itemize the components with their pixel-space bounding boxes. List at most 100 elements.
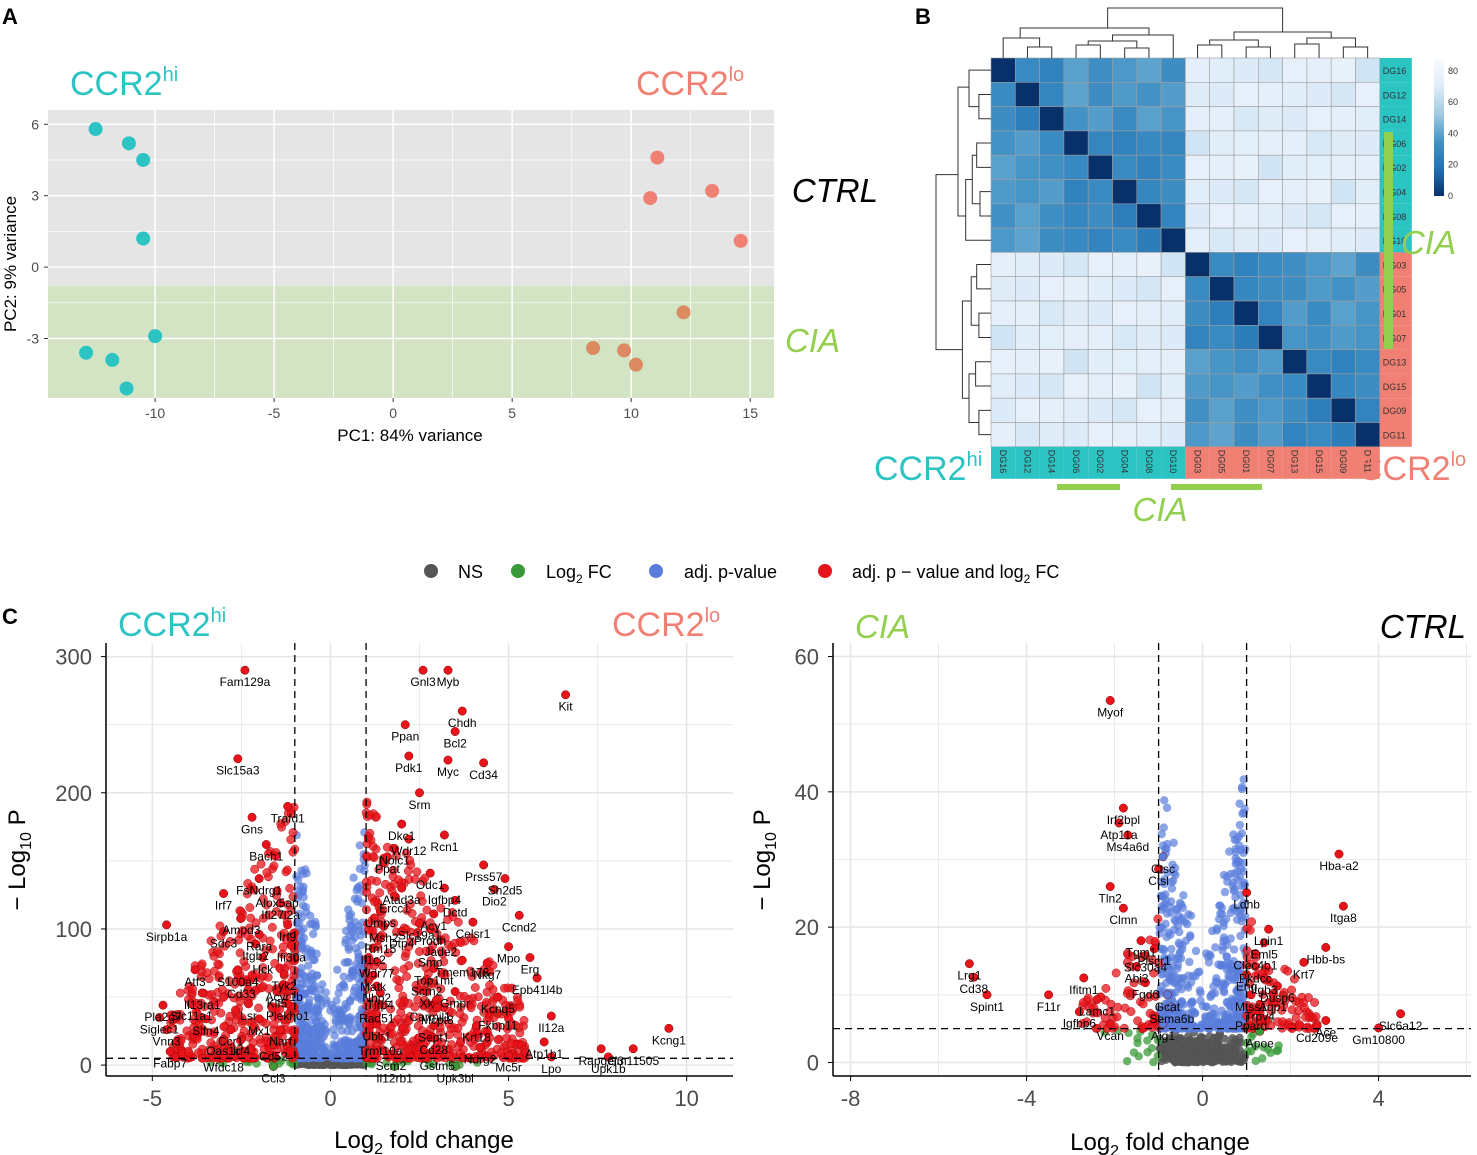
heatmap-cell xyxy=(1258,276,1283,302)
volcano-point-labelled xyxy=(219,1034,229,1044)
volcano-point-labelled xyxy=(397,819,407,829)
volcano-point-labelled xyxy=(268,1062,278,1071)
volcano-point-both xyxy=(206,1038,216,1048)
gene-label: Siglec1 xyxy=(140,1022,180,1036)
volcano-point-labelled xyxy=(254,1014,264,1024)
heatmap-cell xyxy=(1233,300,1259,326)
heatmap-cell xyxy=(1087,82,1113,107)
gene-label: Cd38 xyxy=(959,982,988,996)
heatmap-cell xyxy=(1306,106,1332,132)
volcano-point-both xyxy=(231,1005,240,1015)
volcano-point-labelled xyxy=(158,1000,168,1010)
heatmap-cell xyxy=(990,179,1016,205)
heatmap-cell xyxy=(1160,82,1186,107)
volcano-point-labelled xyxy=(450,895,460,905)
heatmap-cell xyxy=(1258,203,1283,229)
heatmap-cell xyxy=(1330,422,1356,448)
volcano-point-both xyxy=(372,812,381,822)
volcano-point-both xyxy=(363,832,373,842)
heatmap-cell xyxy=(1355,276,1381,302)
volcano-y-tick-label: 300 xyxy=(55,645,92,670)
volcano-point-ns xyxy=(1220,1034,1229,1043)
volcano-point-labelled xyxy=(190,965,200,975)
volcano-point-both xyxy=(254,1003,263,1013)
volcano-point-p xyxy=(1221,936,1230,945)
heatmap-cell xyxy=(1112,422,1138,448)
gene-label: Prss57 xyxy=(465,870,503,884)
volcano-point-both xyxy=(209,1027,219,1037)
heatmap-cell xyxy=(1039,252,1065,277)
volcano-point-p xyxy=(353,993,363,1002)
heatmap-cell xyxy=(1185,252,1211,277)
volcano-point-both xyxy=(437,1037,447,1047)
heatmap-cell xyxy=(1160,324,1186,350)
volcano-point-p xyxy=(315,985,325,995)
volcano-point-both xyxy=(466,966,475,976)
volcano-point-both xyxy=(395,1037,405,1047)
heatmap-cell xyxy=(1330,203,1356,229)
volcano-point-p xyxy=(1239,775,1248,784)
heatmap-cell xyxy=(1063,373,1089,399)
gene-label: Ampd3 xyxy=(222,923,260,937)
heatmap-col-label-bg xyxy=(1258,446,1283,479)
heatmap-cell xyxy=(1063,300,1089,326)
volcano-point-both xyxy=(279,928,289,938)
volcano-point-both xyxy=(499,983,509,993)
heatmap-cell xyxy=(1039,203,1065,229)
gene-label: Ifi27l2a xyxy=(261,908,300,922)
heatmap-cell xyxy=(1014,227,1040,253)
volcano-point-both xyxy=(289,1027,299,1037)
heatmap-row-label: DG09 xyxy=(1383,406,1407,416)
volcano-point-both xyxy=(246,913,256,923)
volcano-point-both xyxy=(404,961,414,971)
heatmap-cell xyxy=(1136,106,1162,132)
gene-label: Slfn4 xyxy=(192,1024,220,1038)
gene-label: Pdk1 xyxy=(395,761,423,775)
volcano-point-labelled xyxy=(429,909,439,919)
heatmap-cell xyxy=(1355,179,1381,205)
volcano-point-labelled xyxy=(233,965,243,975)
heatmap-cell xyxy=(1282,324,1308,350)
volcano-point-both xyxy=(175,988,185,998)
heatmap-cell xyxy=(1112,252,1138,277)
heatmap-cell xyxy=(1039,82,1065,107)
heatmap-cell xyxy=(1282,397,1308,423)
gene-label: Dctd xyxy=(443,905,468,919)
heatmap-cell xyxy=(1087,106,1113,132)
heatmap-cell xyxy=(1136,373,1162,399)
volcano-point-labelled xyxy=(219,927,229,937)
volcano-point-fc xyxy=(1259,1043,1268,1052)
volcano-point-fc xyxy=(1251,1056,1260,1066)
heatmap-cell xyxy=(1258,154,1283,180)
heatmap-cell xyxy=(1282,276,1308,302)
heatmap-cell xyxy=(1282,227,1308,253)
heatmap-col-label: DG05 xyxy=(1217,450,1227,474)
volcano-point-p xyxy=(326,1006,335,1015)
volcano-point-p xyxy=(304,961,313,970)
volcano-point-p xyxy=(357,899,367,908)
heatmap-cell xyxy=(1112,154,1138,180)
pca-point xyxy=(88,122,103,137)
volcano-point-p xyxy=(292,872,301,881)
volcano-point-p xyxy=(333,965,342,974)
volcano-point-labelled xyxy=(390,891,400,901)
dendrogram-branch xyxy=(970,276,979,326)
gene-label: Odc1 xyxy=(416,878,445,892)
volcano-point-labelled xyxy=(236,1034,246,1044)
dendrogram-branch xyxy=(1306,37,1356,47)
volcano-point-labelled xyxy=(450,987,460,997)
volcano-point-ns xyxy=(1212,1043,1221,1052)
heatmap-cia-col-bar-right xyxy=(1171,484,1262,490)
dendrogram-branch xyxy=(978,409,991,436)
pca-x-tick-label: 15 xyxy=(742,405,758,421)
volcano-point-both xyxy=(411,980,421,990)
volcano-point-p xyxy=(1233,856,1242,865)
volcano-y-tick-label: 40 xyxy=(795,780,819,805)
volcano-point-p xyxy=(311,1017,320,1026)
heatmap-cell xyxy=(1209,349,1235,375)
dendrogram-branch xyxy=(961,300,972,399)
pca-y-tick-label: -3 xyxy=(27,330,40,346)
volcano-point-p xyxy=(1236,931,1245,941)
volcano-point-p xyxy=(319,1043,328,1053)
heatmap-cell xyxy=(1112,130,1138,156)
